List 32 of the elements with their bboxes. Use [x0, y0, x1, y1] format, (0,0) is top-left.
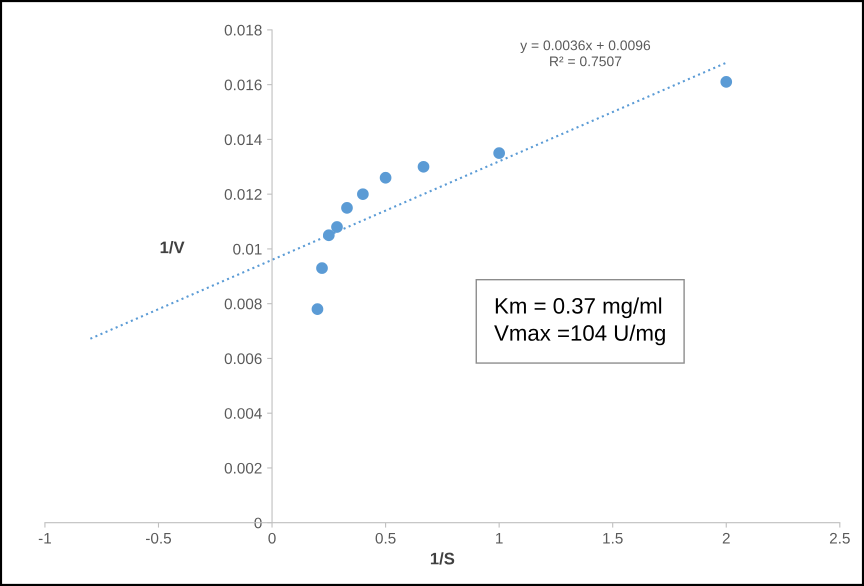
point [331, 221, 343, 233]
annotation: y = 0.0036x + 0.0096 R² = 0.7507 [520, 40, 650, 66]
x-tick-label: 2.5 [830, 532, 850, 544]
point [322, 229, 335, 242]
x-tick-label: -1 [38, 532, 51, 544]
x-axis-title: 1/S [430, 552, 454, 565]
y-tick-label: 0.016 [224, 80, 262, 90]
annotation: Km = 0.37 mg/ml Vmax =104 U/mg [494, 297, 665, 346]
y-tick-label: 0.004 [224, 408, 262, 419]
x-tick-label: -0.5 [146, 532, 172, 544]
point [493, 147, 505, 159]
point [357, 188, 369, 200]
point [720, 76, 732, 88]
point [316, 262, 328, 274]
y-tick-label: 0.006 [224, 353, 262, 364]
x-tick-label: 2 [722, 532, 730, 544]
x-tick-label: 0 [268, 532, 276, 544]
y-tick-label: 0.012 [224, 189, 262, 200]
y-tick-label: 0.01 [233, 244, 262, 255]
x-tick-label: 1 [496, 532, 503, 544]
point [341, 202, 353, 214]
x-tick-label: 0.5 [376, 532, 396, 544]
y-tick-label: 0.002 [224, 462, 262, 474]
y-axis-title: 1/V [160, 241, 185, 254]
point [380, 172, 392, 184]
y-tick-label: 0.014 [224, 134, 262, 146]
point [312, 303, 324, 315]
y-tick-label: 0.008 [224, 298, 262, 310]
y-tick-label: 0 [254, 518, 262, 528]
x-tick-label: 1.5 [603, 532, 623, 544]
point [418, 160, 430, 173]
y-tick-label: 0.018 [224, 24, 262, 36]
